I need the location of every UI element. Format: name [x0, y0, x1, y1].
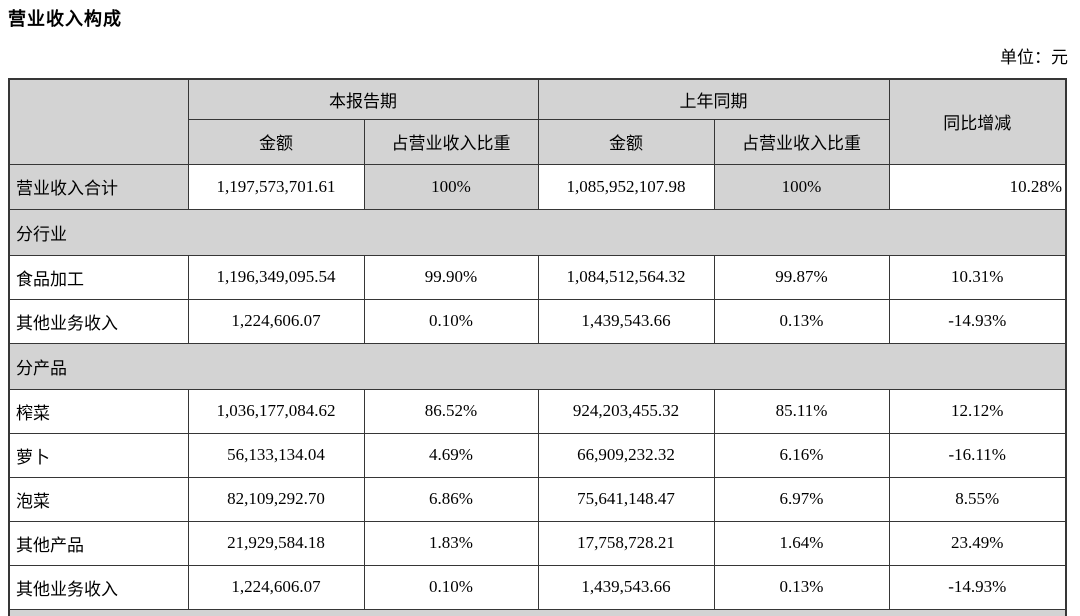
cell-current-amount: 1,224,606.07 [187, 564, 365, 610]
table-row: 其他产品 21,929,584.18 1.83% 17,758,728.21 1… [8, 520, 1067, 566]
cell-current-share: 0.10% [363, 298, 539, 344]
cell-yoy: -16.11% [888, 432, 1067, 478]
cell-prior-amount: 1,439,543.66 [537, 298, 715, 344]
cell-prior-share: 85.11% [713, 388, 890, 434]
cell-yoy: 23.49% [888, 520, 1067, 566]
cell-current-amount: 1,036,177,084.62 [187, 388, 365, 434]
cell-prior-amount: 1,439,543.66 [537, 564, 715, 610]
table-row: 泡菜 82,109,292.70 6.86% 75,641,148.47 6.9… [8, 476, 1067, 522]
cell-current-amount: 1,224,606.07 [187, 298, 365, 344]
header-prior-share: 占营业收入比重 [713, 118, 890, 165]
cell-yoy: 12.12% [888, 388, 1067, 434]
cell-prior-amount: 75,641,148.47 [537, 476, 715, 522]
cell-prior-share: 0.13% [713, 298, 890, 344]
header-current-period: 本报告期 [187, 78, 539, 120]
cell-current-share: 86.52% [363, 388, 539, 434]
section-row-cutoff [8, 608, 1067, 616]
row-label: 食品加工 [8, 254, 189, 300]
table-row: 萝卜 56,133,134.04 4.69% 66,909,232.32 6.1… [8, 432, 1067, 478]
table-row: 其他业务收入 1,224,606.07 0.10% 1,439,543.66 0… [8, 298, 1067, 344]
cell-prior-share: 6.16% [713, 432, 890, 478]
cell-prior-share: 99.87% [713, 254, 890, 300]
table-row-total: 营业收入合计 1,197,573,701.61 100% 1,085,952,1… [8, 163, 1067, 210]
cell-prior-share: 100% [713, 163, 890, 210]
row-label: 萝卜 [8, 432, 189, 478]
cell-yoy: 10.31% [888, 254, 1067, 300]
cell-yoy: -14.93% [888, 564, 1067, 610]
page-title: 营业收入构成 [8, 9, 122, 29]
row-label: 营业收入合计 [8, 163, 189, 210]
cell-current-amount: 1,197,573,701.61 [187, 163, 365, 210]
cell-current-share: 99.90% [363, 254, 539, 300]
cell-current-share: 1.83% [363, 520, 539, 566]
header-corner-cell [8, 78, 189, 165]
section-row-by-product: 分产品 [8, 342, 1067, 390]
header-prior-period: 上年同期 [537, 78, 890, 120]
cell-prior-amount: 1,085,952,107.98 [537, 163, 715, 210]
cell-yoy: -14.93% [888, 298, 1067, 344]
cell-prior-share: 6.97% [713, 476, 890, 522]
row-label: 其他产品 [8, 520, 189, 566]
section-row-by-industry: 分行业 [8, 208, 1067, 256]
unit-label: 单位：元 [1000, 48, 1068, 67]
row-label: 泡菜 [8, 476, 189, 522]
header-row-measures: 金额 占营业收入比重 金额 占营业收入比重 [9, 118, 1066, 165]
table-row: 榨菜 1,036,177,084.62 86.52% 924,203,455.3… [8, 388, 1067, 434]
section-label: 分产品 [8, 342, 1067, 390]
row-label: 其他业务收入 [8, 298, 189, 344]
cell-yoy: 10.28% [888, 163, 1067, 210]
cell-current-amount: 56,133,134.04 [187, 432, 365, 478]
header-yoy-change: 同比增减 [888, 78, 1067, 165]
cell-prior-amount: 924,203,455.32 [537, 388, 715, 434]
table-row: 食品加工 1,196,349,095.54 99.90% 1,084,512,5… [8, 254, 1067, 300]
header-row-periods: 本报告期 上年同期 同比增减 [8, 78, 1067, 165]
revenue-composition-table: 本报告期 上年同期 同比增减 金额 占营业收入比重 金额 占营业收入比重 营业收… [8, 78, 1067, 616]
cell-prior-amount: 1,084,512,564.32 [537, 254, 715, 300]
cell-current-share: 0.10% [363, 564, 539, 610]
cell-current-share: 100% [363, 163, 539, 210]
cell-current-amount: 1,196,349,095.54 [187, 254, 365, 300]
cell-prior-amount: 17,758,728.21 [537, 520, 715, 566]
row-label: 榨菜 [8, 388, 189, 434]
section-label-cutoff [8, 608, 1067, 616]
cell-current-share: 4.69% [363, 432, 539, 478]
header-current-amount: 金额 [187, 118, 365, 165]
header-prior-amount: 金额 [537, 118, 715, 165]
cell-current-amount: 21,929,584.18 [187, 520, 365, 566]
cell-prior-share: 0.13% [713, 564, 890, 610]
cell-prior-share: 1.64% [713, 520, 890, 566]
cell-yoy: 8.55% [888, 476, 1067, 522]
cell-current-amount: 82,109,292.70 [187, 476, 365, 522]
section-label: 分行业 [8, 208, 1067, 256]
row-label: 其他业务收入 [8, 564, 189, 610]
cell-current-share: 6.86% [363, 476, 539, 522]
cell-prior-amount: 66,909,232.32 [537, 432, 715, 478]
header-current-share: 占营业收入比重 [363, 118, 539, 165]
table-row: 其他业务收入 1,224,606.07 0.10% 1,439,543.66 0… [8, 564, 1067, 610]
